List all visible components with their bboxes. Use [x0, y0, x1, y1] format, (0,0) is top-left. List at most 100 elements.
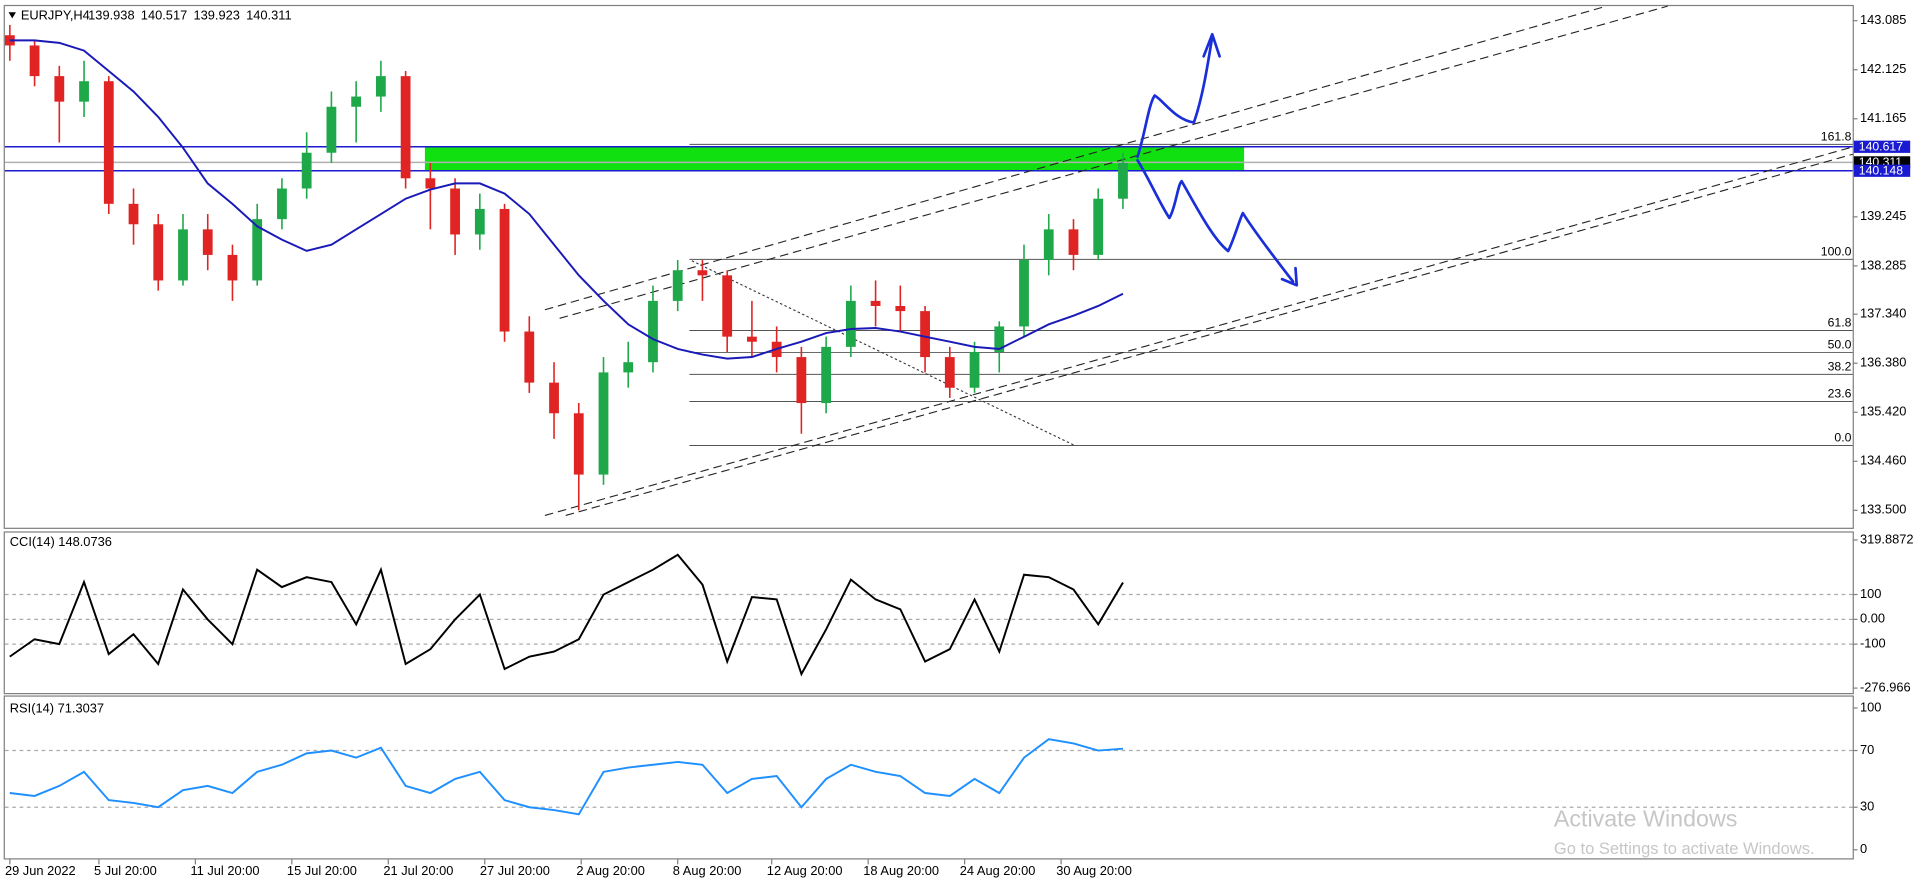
y-tick-label: 100 [1860, 699, 1881, 714]
candle-body [79, 81, 89, 102]
candle-body [920, 311, 930, 358]
x-tick-label: 12 Aug 20:00 [767, 863, 843, 878]
candle-body [1093, 198, 1104, 255]
y-tick-label: 0.00 [1860, 611, 1885, 626]
y-tick-label: 139.245 [1860, 208, 1906, 223]
candle-body [375, 76, 386, 97]
candle-body [870, 300, 881, 306]
candle-body [524, 331, 535, 383]
candle-body [1019, 260, 1029, 327]
x-tick-label: 21 Jul 20:00 [383, 863, 453, 878]
y-tick-label: 70 [1860, 742, 1874, 757]
price-tag-label: 140.617 [1859, 140, 1903, 154]
y-tick-label: 135.420 [1860, 404, 1906, 419]
panel-title: RSI(14) 71.3037 [10, 700, 104, 715]
symbol: EURJPY,H4 [21, 7, 90, 22]
quote-low: 139.923 [193, 7, 239, 22]
quote-close: 140.311 [246, 7, 291, 22]
candle-body [1043, 229, 1054, 261]
price-tag [1853, 164, 1911, 177]
candle-body [994, 326, 1005, 352]
supply-zone [424, 146, 1245, 171]
x-tick-label: 29 Jun 2022 [5, 863, 76, 878]
channel-lines [544, 5, 1853, 516]
candle-body [895, 305, 906, 312]
candle-body [1118, 162, 1128, 199]
y-tick-label: 142.125 [1860, 61, 1906, 76]
x-tick-label: 2 Aug 20:00 [576, 863, 645, 878]
candle-body [326, 106, 337, 153]
moving-average [9, 39, 1124, 360]
candle-body [227, 254, 238, 281]
candle-body [648, 300, 658, 363]
candle-body [598, 372, 609, 475]
y-tick-label: 134.460 [1860, 453, 1906, 468]
price-tag [1853, 140, 1911, 153]
fib-label: 161.8 [1821, 129, 1852, 143]
candle-body [573, 413, 584, 475]
y-tick-label: -100 [1860, 636, 1886, 651]
candle-body [54, 76, 65, 102]
fib-label: 0.0 [1834, 430, 1851, 444]
y-tick-label: 138.285 [1860, 257, 1906, 272]
y-tick-label: 0 [1860, 841, 1867, 856]
price-tag-label: 140.148 [1859, 164, 1903, 178]
fib-label: 100.0 [1821, 244, 1852, 258]
x-tick-label: 11 Jul 20:00 [190, 863, 259, 878]
candle-body [252, 219, 263, 281]
candle-body [944, 357, 955, 388]
x-tick-label: 8 Aug 20:00 [673, 863, 742, 878]
x-tick-label: 18 Aug 20:00 [863, 863, 939, 878]
quote-high: 140.517 [141, 7, 187, 22]
y-tick-label: 141.165 [1860, 110, 1906, 125]
candle-body [623, 362, 634, 373]
y-tick-label: 137.340 [1860, 306, 1906, 321]
y-tick-label: 30 [1860, 799, 1874, 814]
candle-body [747, 336, 757, 342]
candle-body [400, 76, 411, 179]
candle-body [499, 208, 510, 332]
fib-label: 61.8 [1828, 315, 1852, 329]
y-tick-label: 143.085 [1860, 12, 1906, 27]
candle-body [549, 382, 559, 414]
candle-body [722, 275, 733, 337]
y-tick-label: 100 [1860, 586, 1881, 601]
candle-body [153, 224, 164, 281]
candle-body [425, 178, 436, 189]
x-tick-label: 15 Jul 20:00 [287, 863, 357, 878]
candle-body [202, 229, 213, 255]
indicator-line [9, 553, 1124, 677]
candle-body [821, 346, 832, 404]
candle-body [178, 229, 188, 281]
header: EURJPY,H4 139.938 140.517 139.923 140.31… [8, 7, 292, 22]
candle-body [128, 203, 139, 225]
candle-body [672, 270, 683, 301]
candle-body [474, 208, 485, 235]
candle-body [351, 96, 362, 107]
y-tick-label: 133.500 [1860, 502, 1906, 517]
candle-body [969, 351, 980, 388]
panel-frames [3, 4, 1854, 860]
y-tick-label: 319.8872 [1860, 531, 1914, 546]
candle-body [29, 45, 40, 77]
candle-body [1068, 229, 1079, 255]
fib-label: 50.0 [1828, 337, 1852, 351]
candle-body [845, 300, 856, 347]
y-tick-label: -276.966 [1860, 679, 1911, 694]
indicator-line [9, 738, 1124, 816]
fib-anchor-line [691, 260, 1076, 447]
candle-body [277, 188, 287, 220]
watermark-text: Go to Settings to activate Windows. [1554, 839, 1815, 858]
watermark-title: Activate Windows [1554, 805, 1737, 831]
candle-body [301, 152, 312, 189]
y-tick-label: 136.380 [1860, 355, 1906, 370]
fib-label: 38.2 [1828, 359, 1852, 373]
candle-body [450, 188, 460, 235]
x-tick-label: 24 Aug 20:00 [960, 863, 1036, 878]
x-tick-label: 30 Aug 20:00 [1056, 863, 1132, 878]
x-tick-label: 27 Jul 20:00 [480, 863, 550, 878]
quote-open: 139.938 [88, 7, 134, 22]
candle-body [796, 357, 807, 404]
